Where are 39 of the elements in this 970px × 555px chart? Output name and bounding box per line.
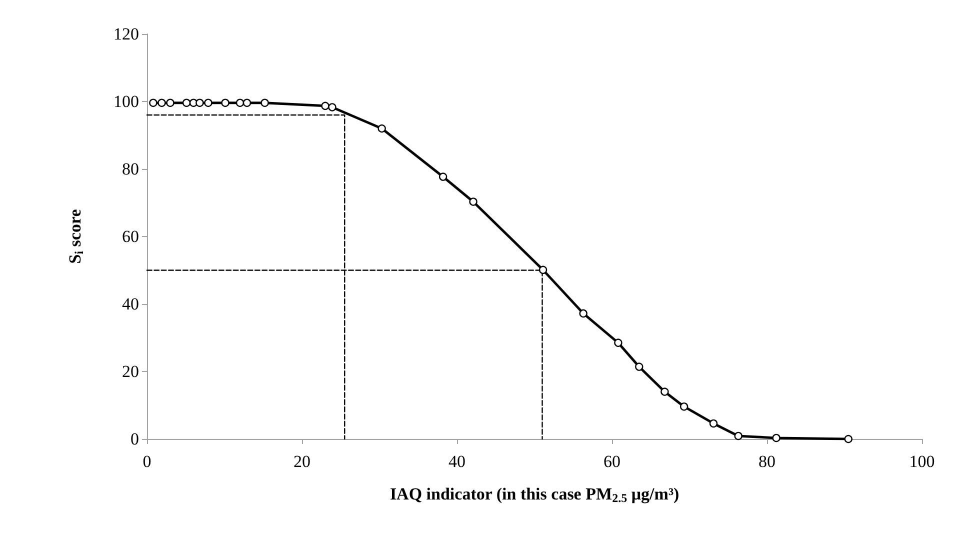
point <box>166 98 174 107</box>
point <box>158 98 166 107</box>
point <box>321 102 330 110</box>
y-tick-label: 0 <box>130 430 139 448</box>
point <box>680 402 688 411</box>
point <box>709 419 718 428</box>
point <box>236 98 244 107</box>
point <box>328 103 336 112</box>
x-tick-label: 80 <box>758 452 776 471</box>
point <box>469 198 478 206</box>
point <box>438 172 448 181</box>
point <box>844 434 852 444</box>
point <box>182 98 191 107</box>
point <box>204 98 212 107</box>
y-tick-label: 80 <box>122 160 139 178</box>
y-tick-label: 40 <box>122 294 139 314</box>
x-tick-label: 100 <box>909 452 935 471</box>
point <box>242 98 252 107</box>
point <box>221 98 230 107</box>
x-tick-label: 60 <box>604 452 620 471</box>
point <box>635 362 644 371</box>
y-axis-title: Si score <box>66 208 86 264</box>
y-tick-label: 60 <box>122 227 139 246</box>
y-tick-label: 20 <box>122 362 139 381</box>
point <box>579 309 588 318</box>
point <box>538 266 548 274</box>
point <box>660 388 669 396</box>
point <box>149 98 158 107</box>
point <box>260 98 269 107</box>
point <box>378 124 386 133</box>
y-tick-label: 100 <box>114 92 139 111</box>
x-tick-label: 20 <box>294 452 310 471</box>
point <box>772 434 780 442</box>
x-tick-label: 40 <box>448 452 466 471</box>
y-tick-label: 120 <box>114 24 139 44</box>
x-tick-label: 0 <box>142 452 152 471</box>
point <box>734 432 742 440</box>
point <box>614 338 622 347</box>
point <box>196 98 204 107</box>
